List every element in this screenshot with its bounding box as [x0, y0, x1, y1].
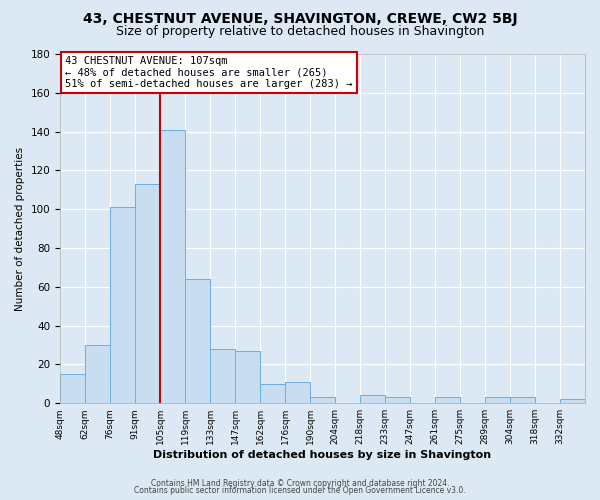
Bar — [135, 184, 160, 403]
Bar — [85, 345, 110, 403]
Text: Contains public sector information licensed under the Open Government Licence v3: Contains public sector information licen… — [134, 486, 466, 495]
Bar — [485, 398, 510, 403]
Bar — [510, 398, 535, 403]
Bar — [110, 208, 135, 403]
X-axis label: Distribution of detached houses by size in Shavington: Distribution of detached houses by size … — [154, 450, 491, 460]
Y-axis label: Number of detached properties: Number of detached properties — [15, 146, 25, 310]
Bar — [435, 398, 460, 403]
Bar — [210, 349, 235, 403]
Text: Contains HM Land Registry data © Crown copyright and database right 2024.: Contains HM Land Registry data © Crown c… — [151, 478, 449, 488]
Text: 43 CHESTNUT AVENUE: 107sqm
← 48% of detached houses are smaller (265)
51% of sem: 43 CHESTNUT AVENUE: 107sqm ← 48% of deta… — [65, 56, 353, 89]
Bar — [285, 382, 310, 403]
Bar — [235, 351, 260, 403]
Text: Size of property relative to detached houses in Shavington: Size of property relative to detached ho… — [116, 25, 484, 38]
Bar — [60, 374, 85, 403]
Bar — [160, 130, 185, 403]
Bar — [310, 398, 335, 403]
Bar — [360, 396, 385, 403]
Bar — [560, 400, 585, 403]
Bar — [185, 279, 210, 403]
Text: 43, CHESTNUT AVENUE, SHAVINGTON, CREWE, CW2 5BJ: 43, CHESTNUT AVENUE, SHAVINGTON, CREWE, … — [83, 12, 517, 26]
Bar — [385, 398, 410, 403]
Bar — [260, 384, 285, 403]
